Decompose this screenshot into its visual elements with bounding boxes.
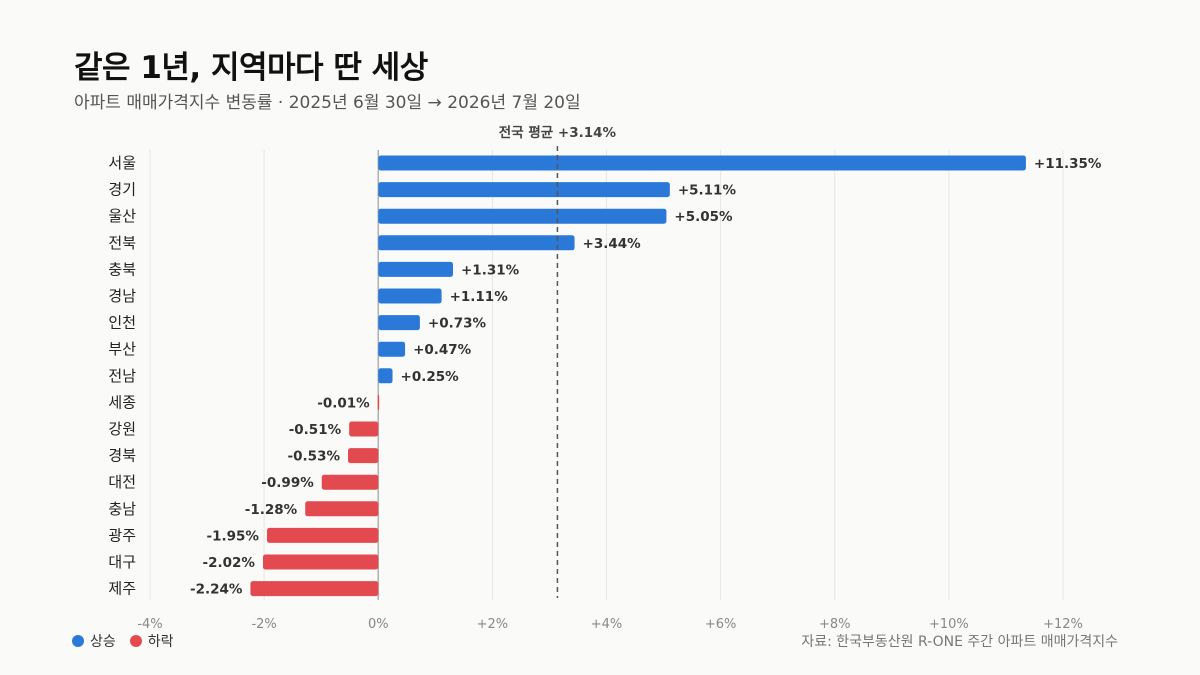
chart-subtitle: 아파트 매매가격지수 변동률 · 2025년 6월 30일 → 2026년 7월… xyxy=(74,93,581,113)
bar xyxy=(378,155,1026,171)
category-label: 충남 xyxy=(108,500,136,518)
legend: 상승 하락 xyxy=(72,631,174,651)
x-tick-label: -4% xyxy=(137,617,162,632)
bar xyxy=(262,554,379,570)
category-label: 광주 xyxy=(108,526,136,544)
x-tick-label: +4% xyxy=(591,617,623,632)
legend-swatch-down xyxy=(129,635,142,647)
x-tick-label: +10% xyxy=(929,617,969,632)
bar xyxy=(305,501,379,517)
x-tick-label: +12% xyxy=(1043,617,1083,632)
category-label: 전남 xyxy=(108,367,136,385)
bar xyxy=(348,448,379,464)
category-label: 대전 xyxy=(108,473,136,491)
value-label: -0.51% xyxy=(289,422,342,438)
bar xyxy=(266,527,379,543)
bar xyxy=(250,581,379,597)
category-label: 충북 xyxy=(108,260,136,278)
bar xyxy=(378,288,442,304)
value-label: -2.24% xyxy=(190,582,243,598)
value-label: +0.25% xyxy=(401,369,460,385)
bar xyxy=(378,341,406,357)
value-label: -1.28% xyxy=(245,502,298,518)
bar xyxy=(378,182,670,198)
value-label: -0.01% xyxy=(317,395,370,411)
value-label: +1.31% xyxy=(461,262,520,278)
x-tick-label: 0% xyxy=(368,617,389,632)
value-label: +5.11% xyxy=(678,183,737,199)
value-label: -1.95% xyxy=(207,528,260,544)
legend-item-down: 하락 xyxy=(129,631,174,651)
value-label: -0.99% xyxy=(261,475,314,491)
value-label: +1.11% xyxy=(450,289,509,305)
x-tick-label: +2% xyxy=(477,617,509,632)
category-label: 대구 xyxy=(108,553,136,571)
bar xyxy=(378,368,393,384)
bar xyxy=(349,421,379,437)
category-label: 서울 xyxy=(108,154,136,172)
category-label: 인천 xyxy=(108,314,136,332)
category-label: 강원 xyxy=(108,420,136,438)
bar xyxy=(378,315,420,331)
x-tick-label: +8% xyxy=(819,617,851,632)
legend-label-up: 상승 xyxy=(90,634,116,650)
category-label: 부산 xyxy=(108,340,136,358)
bar xyxy=(321,474,379,490)
category-label: 세종 xyxy=(108,393,136,411)
bar xyxy=(378,208,667,224)
category-label: 제주 xyxy=(108,580,136,598)
bar xyxy=(378,261,454,277)
x-tick-label: -2% xyxy=(251,617,276,632)
legend-item-up: 상승 xyxy=(72,631,116,651)
bar xyxy=(378,235,575,251)
chart-title: 같은 1년, 지역마다 딴 세상 xyxy=(74,50,428,86)
category-label: 경남 xyxy=(108,287,136,305)
category-label: 울산 xyxy=(108,207,136,225)
value-label: -2.02% xyxy=(203,555,256,571)
value-label: +0.73% xyxy=(428,316,487,332)
value-label: -0.53% xyxy=(288,449,341,465)
bar xyxy=(377,394,380,410)
value-label: +0.47% xyxy=(413,342,472,358)
value-label: +5.05% xyxy=(674,209,733,225)
value-label: +11.35% xyxy=(1034,156,1102,172)
category-label: 전북 xyxy=(108,234,136,252)
source-note: 자료: 한국부동산원 R-ONE 주간 아파트 매매가격지수 xyxy=(801,634,1118,650)
category-label: 경북 xyxy=(108,447,136,465)
legend-label-down: 하락 xyxy=(147,634,174,650)
legend-swatch-up xyxy=(72,635,84,647)
category-label: 경기 xyxy=(108,181,136,199)
value-label: +3.44% xyxy=(583,236,642,252)
x-tick-label: +6% xyxy=(705,617,737,632)
average-reference-label: 전국 평균 +3.14% xyxy=(499,124,617,141)
